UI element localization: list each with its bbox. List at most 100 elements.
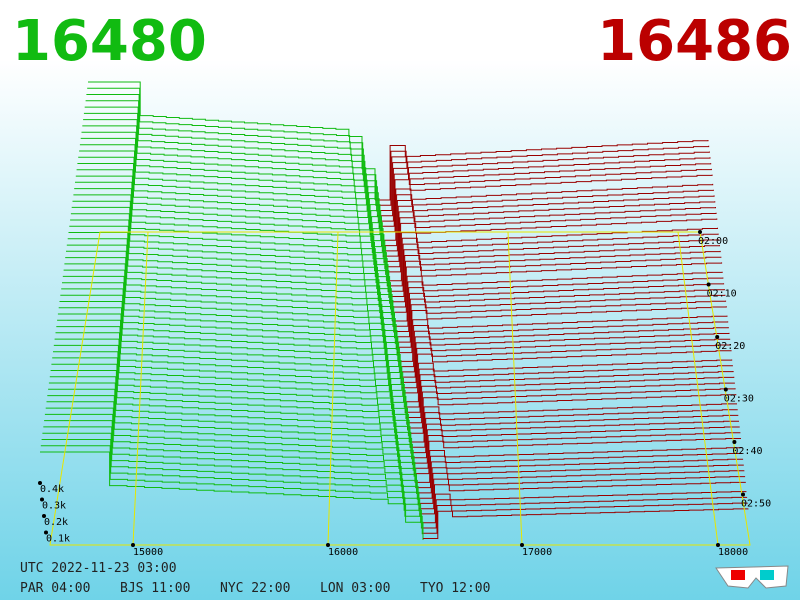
ask-line [378, 163, 712, 222]
time-tick [715, 335, 720, 339]
ask-line [409, 403, 737, 443]
bid-line [71, 206, 392, 316]
bid-price: 16480 [12, 9, 207, 74]
ask-line [384, 212, 717, 268]
ask-line [397, 315, 728, 362]
bid-line [74, 188, 390, 298]
ask-line [379, 174, 713, 233]
time-label: 02:30 [724, 394, 754, 405]
ask-line [375, 140, 709, 201]
ask-line [420, 491, 747, 524]
bid-line [80, 137, 383, 252]
time-tick [698, 230, 702, 234]
bid-line [66, 250, 398, 356]
bid-line [48, 382, 415, 477]
bid-line [44, 413, 419, 506]
ask-line [400, 332, 730, 378]
bid-line [57, 313, 406, 414]
ask-line [405, 371, 734, 413]
timezone-label: NYC 22:00 [220, 581, 290, 596]
ask-line [418, 476, 746, 510]
ask-line [401, 344, 731, 389]
bid-line [56, 326, 408, 425]
timezone-label: PAR 04:00 [20, 581, 90, 596]
depth-lines [40, 81, 749, 540]
bid-line [59, 301, 404, 402]
bid-line [54, 338, 409, 437]
timezone-label: LON 03:00 [320, 581, 390, 596]
time-tick [706, 282, 711, 287]
price-grid-line [327, 231, 339, 546]
ask-line [404, 365, 733, 408]
ask-line [422, 502, 748, 534]
bid-line [70, 219, 394, 327]
ask-line [388, 245, 720, 297]
ask-line [382, 195, 715, 252]
timezone-label: BJS 11:00 [120, 581, 190, 596]
price-grid-line [132, 231, 149, 546]
bid-line [82, 125, 382, 241]
ask-line [381, 189, 714, 247]
bid-line [41, 439, 422, 529]
ask-line [415, 453, 743, 489]
ask-line [403, 359, 733, 403]
volume-label: 0.1k [46, 534, 70, 545]
ask-line [411, 420, 739, 459]
bid-line [70, 213, 393, 321]
ask-line [423, 508, 749, 539]
ask-line [413, 432, 741, 469]
time-label: 02:40 [732, 446, 762, 457]
bid-line [42, 432, 422, 523]
bid-line [52, 357, 412, 454]
ask-line [392, 277, 724, 327]
time-label: 02:00 [698, 236, 728, 247]
ask-line [399, 327, 729, 373]
ask-line [397, 306, 727, 354]
ask-line [410, 409, 738, 448]
bid-line [67, 238, 396, 345]
ask-line [419, 481, 746, 515]
ask-line [394, 289, 725, 338]
bid-line [84, 106, 379, 224]
ask-line [405, 376, 735, 418]
ask-line [393, 283, 725, 332]
ask-line [379, 168, 712, 227]
ask-line [395, 294, 726, 343]
volume-tick [38, 481, 42, 485]
ask-line [414, 447, 742, 483]
bid-line [76, 169, 387, 281]
ask-line [408, 394, 737, 434]
bid-line [43, 426, 421, 517]
bid-line [87, 87, 377, 206]
red-lens [731, 570, 745, 580]
volume-label: 0.3k [42, 501, 66, 512]
bid-line [88, 81, 376, 200]
ask-line [388, 239, 720, 292]
ask-line [380, 183, 714, 241]
bid-line [73, 194, 391, 304]
volume-label: 0.2k [44, 517, 68, 528]
ask-line [392, 271, 723, 322]
bid-line [61, 288, 403, 391]
cyan-lens [760, 570, 774, 580]
bid-line [81, 131, 382, 247]
bid-line [48, 388, 416, 483]
bid-line [86, 94, 378, 212]
ask-price: 16486 [597, 9, 792, 74]
bid-line [69, 225, 395, 333]
price-label: 17000 [522, 547, 552, 558]
volume-tick [40, 497, 44, 502]
time-tick [741, 492, 745, 497]
ask-line [418, 470, 745, 504]
price-tick [131, 543, 135, 547]
bid-line [66, 244, 397, 350]
price-tick [520, 543, 524, 547]
bid-line [65, 257, 399, 362]
bid-line [40, 445, 423, 535]
time-tick [723, 387, 728, 392]
volume-label: 0.4k [40, 484, 64, 495]
bid-line [75, 181, 389, 293]
ask-line [390, 256, 722, 308]
